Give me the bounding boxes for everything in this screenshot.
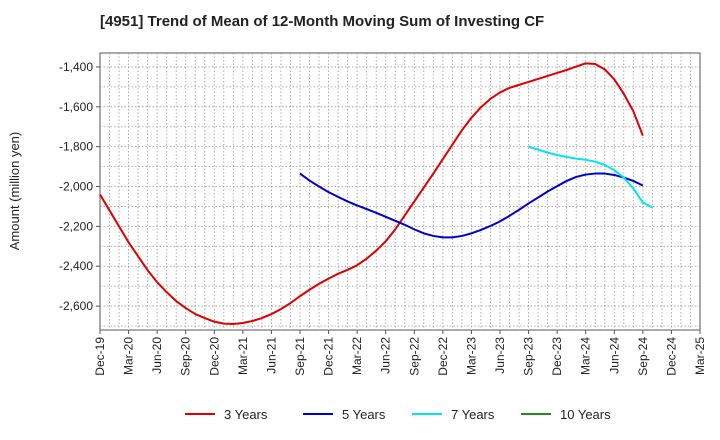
y-tick-label: -1,400 bbox=[59, 60, 93, 74]
series-lines bbox=[99, 62, 653, 326]
x-tick-label: Mar-22 bbox=[350, 337, 364, 375]
x-tick-label: Mar-20 bbox=[122, 337, 136, 375]
series-line-5-years bbox=[299, 172, 644, 239]
x-tick-label: Dec-19 bbox=[93, 337, 107, 376]
x-tick-label: Mar-24 bbox=[579, 337, 593, 375]
legend-label: 5 Years bbox=[342, 407, 386, 422]
y-tick-label: -1,800 bbox=[59, 140, 93, 154]
plot-area bbox=[99, 52, 701, 331]
x-tick-label: Jun-24 bbox=[607, 337, 621, 374]
y-tick-label: -2,000 bbox=[59, 180, 93, 194]
y-tick-label: -2,400 bbox=[59, 259, 93, 273]
x-tick-label: Dec-23 bbox=[550, 337, 564, 376]
x-tick-label: Sep-20 bbox=[179, 337, 193, 376]
y-tick-labels: -1,400 -1,600 -1,800 -2,000 -2,200 -2,400 -2,6… bbox=[59, 60, 100, 313]
y-axis-title: Amount (million yen) bbox=[7, 132, 22, 251]
y-tick-label: -2,600 bbox=[59, 299, 93, 313]
series-line-3-years bbox=[99, 62, 644, 326]
y-tick-label: -2,200 bbox=[59, 219, 93, 233]
legend-label: 10 Years bbox=[560, 407, 611, 422]
x-tick-label: Mar-25 bbox=[693, 337, 707, 375]
legend-label: 7 Years bbox=[451, 407, 495, 422]
legend-label: 3 Years bbox=[224, 407, 268, 422]
chart-title: [4951] Trend of Mean of 12-Month Moving … bbox=[100, 13, 544, 30]
x-tick-label: Jun-21 bbox=[264, 337, 278, 374]
x-tick-label: Sep-22 bbox=[407, 337, 421, 376]
x-tick-label: Dec-20 bbox=[207, 337, 221, 376]
x-tick-label: Dec-24 bbox=[664, 337, 678, 376]
x-tick-label: Jun-23 bbox=[493, 337, 507, 374]
x-tick-label: Jun-20 bbox=[150, 337, 164, 374]
x-tick-label: Sep-24 bbox=[636, 337, 650, 376]
x-tick-label: Mar-21 bbox=[236, 337, 250, 375]
y-tick-label: -1,600 bbox=[59, 100, 93, 114]
x-tick-labels: Dec-19 Mar-20 Jun-20 Sep-20 Dec-20 Mar-21 Jun-… bbox=[93, 330, 707, 376]
x-tick-label: Sep-21 bbox=[293, 337, 307, 376]
legend: 3 Years 5 Years 7 Years 10 Years bbox=[185, 407, 611, 422]
x-tick-label: Sep-23 bbox=[522, 337, 536, 376]
x-tick-label: Mar-23 bbox=[464, 337, 478, 375]
x-tick-label: Dec-22 bbox=[436, 337, 450, 376]
series-line-7-years bbox=[528, 145, 653, 209]
x-tick-label: Jun-22 bbox=[379, 337, 393, 374]
x-tick-label: Dec-21 bbox=[322, 337, 336, 376]
